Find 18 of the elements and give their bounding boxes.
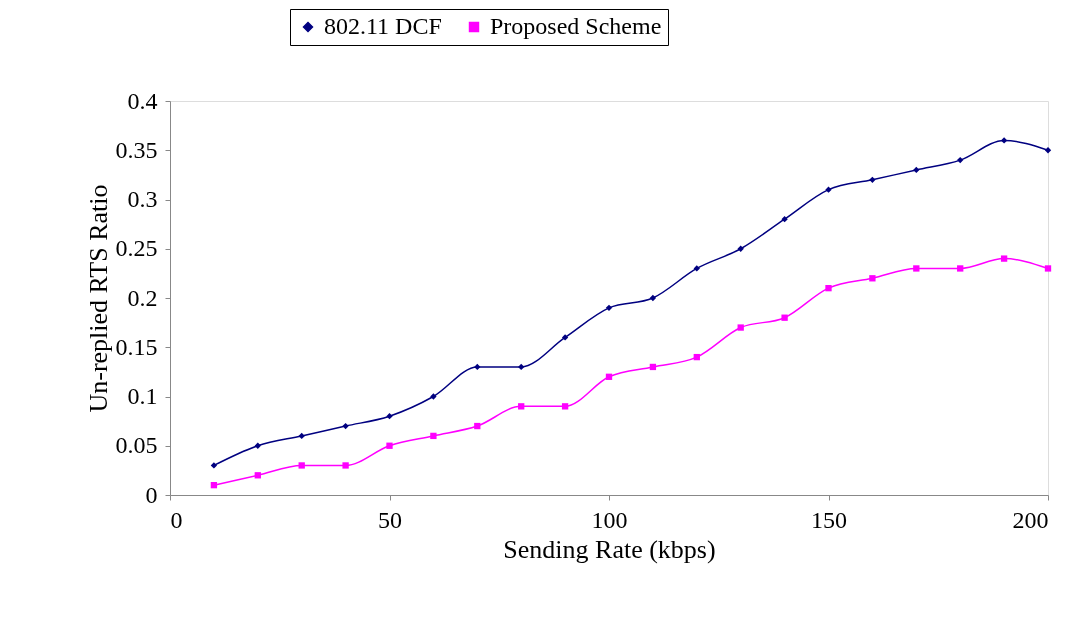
legend-label: Proposed Scheme	[490, 13, 662, 39]
y-tick-label: 0.05	[115, 432, 158, 459]
x-tick-label: 0	[170, 506, 183, 533]
y-tick-label: 0.15	[115, 333, 158, 360]
y-tick-label: 0.35	[115, 136, 158, 163]
x-tick-label: 150	[811, 506, 847, 533]
x-tick-label: 100	[591, 506, 628, 533]
y-tick-label: 0.2	[127, 284, 158, 311]
y-tick-label: 0	[145, 481, 158, 508]
y-axis-title: Un-replied RTS Ratio	[83, 184, 113, 413]
y-tick-label: 0.4	[127, 87, 158, 114]
x-axis-title: Sending Rate (kbps)	[503, 534, 716, 564]
x-tick-label: 200	[1012, 506, 1049, 533]
legend-label: 802.11 DCF	[324, 13, 442, 39]
y-tick-label: 0.25	[115, 235, 158, 262]
x-tick-label: 50	[378, 506, 402, 533]
y-tick-label: 0.1	[127, 383, 158, 409]
y-tick-label: 0.3	[127, 186, 158, 212]
